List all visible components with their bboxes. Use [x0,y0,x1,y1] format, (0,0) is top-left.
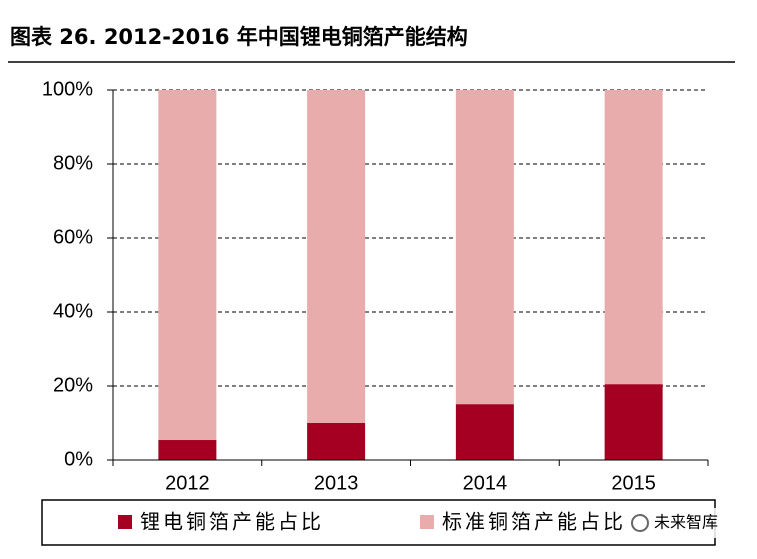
x-tick-label: 2013 [314,472,359,494]
y-tick-label: 80% [53,152,93,174]
y-tick-label: 40% [53,300,93,322]
legend-label: 锂电铜箔产能占比 [140,510,324,534]
watermark: 未来智库 [654,513,718,532]
bar-segment [455,404,514,460]
bar-segment [307,423,366,460]
y-tick-label: 100% [42,78,93,100]
bar-segment [604,384,663,460]
watermark-icon [631,514,649,532]
bar-segment [455,90,514,405]
watermark-bg [625,508,735,538]
bar-segment [158,440,217,460]
x-tick-label: 2015 [611,472,656,494]
y-tick-label: 60% [53,226,93,248]
x-tick-label: 2012 [165,472,210,494]
bar-segment [158,90,217,441]
legend-swatch [420,515,434,529]
bar-segment [604,90,663,385]
y-tick-label: 0% [64,448,93,470]
legend-label: 标准铜箔产能占比 [442,510,626,534]
chart-title: 图表 26. 2012-2016 年中国锂电铜箔产能结构 [10,25,468,49]
bar-segment [307,90,366,423]
x-tick-label: 2014 [463,472,508,494]
y-tick-label: 20% [53,374,93,396]
legend-swatch [118,515,132,529]
